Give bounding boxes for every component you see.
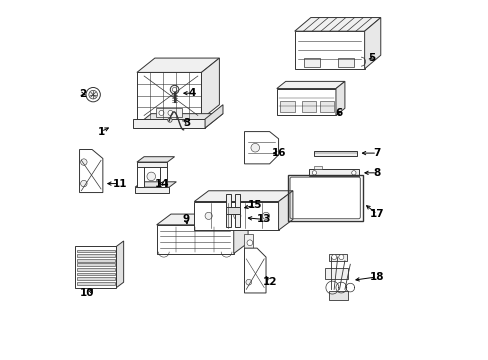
- Text: 18: 18: [369, 272, 384, 282]
- Circle shape: [233, 212, 241, 220]
- Bar: [77, 259, 115, 262]
- Text: 15: 15: [247, 200, 262, 210]
- Polygon shape: [294, 18, 380, 31]
- Text: 3: 3: [183, 118, 190, 128]
- Circle shape: [312, 171, 316, 175]
- Text: 9: 9: [183, 215, 189, 224]
- Circle shape: [159, 111, 163, 116]
- Bar: [314, 166, 321, 169]
- Polygon shape: [137, 72, 201, 119]
- Bar: [225, 207, 240, 214]
- Polygon shape: [137, 58, 219, 72]
- Polygon shape: [80, 149, 102, 193]
- Polygon shape: [133, 114, 223, 128]
- Circle shape: [81, 180, 87, 187]
- Bar: [137, 166, 144, 187]
- Bar: [160, 167, 167, 187]
- Polygon shape: [233, 214, 247, 253]
- Circle shape: [170, 85, 179, 94]
- Polygon shape: [276, 81, 344, 89]
- Polygon shape: [156, 214, 247, 225]
- Text: 17: 17: [369, 209, 384, 219]
- Text: 5: 5: [367, 53, 375, 63]
- Circle shape: [86, 87, 100, 102]
- Text: 4: 4: [188, 88, 196, 98]
- Text: 10: 10: [79, 288, 94, 298]
- Bar: [77, 273, 115, 275]
- Circle shape: [89, 90, 97, 99]
- Polygon shape: [116, 241, 123, 288]
- Text: 16: 16: [271, 148, 285, 158]
- Text: 11: 11: [112, 179, 127, 189]
- Bar: [328, 291, 348, 300]
- Circle shape: [167, 118, 172, 122]
- Bar: [77, 249, 115, 252]
- Bar: [156, 108, 182, 117]
- Polygon shape: [137, 157, 174, 162]
- Bar: [133, 119, 204, 128]
- Polygon shape: [278, 191, 292, 230]
- Polygon shape: [156, 225, 233, 253]
- Bar: [77, 264, 115, 266]
- Text: 8: 8: [373, 168, 380, 178]
- Text: 13: 13: [257, 215, 271, 224]
- Polygon shape: [204, 105, 223, 128]
- Polygon shape: [194, 191, 292, 202]
- Circle shape: [331, 255, 336, 260]
- Text: 1: 1: [97, 127, 104, 136]
- Polygon shape: [244, 248, 265, 293]
- Text: 12: 12: [262, 277, 276, 287]
- Circle shape: [204, 212, 212, 220]
- Bar: [280, 101, 294, 112]
- Bar: [328, 253, 346, 261]
- Bar: [225, 194, 231, 226]
- Bar: [301, 101, 316, 112]
- Text: 14: 14: [154, 179, 169, 189]
- Bar: [244, 234, 253, 248]
- Polygon shape: [201, 58, 219, 119]
- Bar: [325, 268, 348, 279]
- Bar: [137, 162, 167, 167]
- Polygon shape: [244, 132, 278, 164]
- Text: 6: 6: [335, 108, 342, 118]
- Circle shape: [245, 279, 251, 285]
- Polygon shape: [294, 31, 364, 69]
- Circle shape: [262, 212, 269, 220]
- Circle shape: [172, 87, 176, 92]
- Circle shape: [250, 143, 259, 152]
- Circle shape: [246, 240, 252, 246]
- Text: 7: 7: [373, 148, 380, 158]
- Text: 2: 2: [79, 89, 86, 99]
- Bar: [303, 58, 319, 67]
- Circle shape: [168, 111, 173, 116]
- Bar: [77, 277, 115, 280]
- Bar: [287, 175, 362, 221]
- Bar: [308, 169, 359, 176]
- Polygon shape: [75, 246, 116, 288]
- Bar: [77, 268, 115, 271]
- Bar: [234, 194, 240, 226]
- Polygon shape: [135, 182, 176, 187]
- Circle shape: [351, 171, 355, 175]
- Circle shape: [147, 172, 155, 181]
- Bar: [135, 187, 169, 193]
- Bar: [319, 101, 333, 112]
- Polygon shape: [276, 89, 335, 116]
- Bar: [314, 150, 357, 156]
- Bar: [77, 254, 115, 257]
- Circle shape: [81, 159, 87, 165]
- Polygon shape: [364, 18, 380, 69]
- Bar: [77, 282, 115, 285]
- Polygon shape: [194, 202, 278, 230]
- Polygon shape: [335, 81, 344, 116]
- Circle shape: [338, 255, 343, 260]
- Bar: [337, 58, 353, 67]
